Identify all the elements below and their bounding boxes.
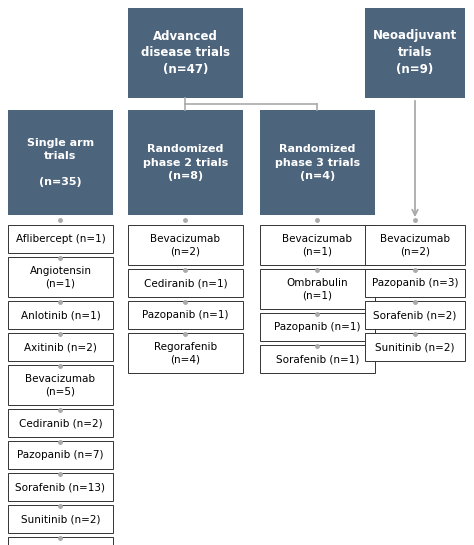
FancyBboxPatch shape — [8, 365, 113, 405]
FancyBboxPatch shape — [8, 537, 113, 545]
Text: Sorafenib (n=2): Sorafenib (n=2) — [374, 310, 456, 320]
FancyBboxPatch shape — [8, 441, 113, 469]
FancyBboxPatch shape — [128, 110, 243, 215]
FancyBboxPatch shape — [260, 313, 375, 341]
FancyBboxPatch shape — [365, 333, 465, 361]
FancyBboxPatch shape — [365, 269, 465, 297]
FancyBboxPatch shape — [260, 110, 375, 215]
Text: Bevacizumab
(n=5): Bevacizumab (n=5) — [26, 374, 95, 396]
Text: Sunitinib (n=2): Sunitinib (n=2) — [375, 342, 455, 352]
FancyBboxPatch shape — [128, 301, 243, 329]
FancyBboxPatch shape — [128, 225, 243, 265]
Text: Neoadjuvant
trials
(n=9): Neoadjuvant trials (n=9) — [373, 29, 457, 76]
Text: Sorafenib (n=1): Sorafenib (n=1) — [276, 354, 359, 364]
Text: Randomized
phase 3 trials
(n=4): Randomized phase 3 trials (n=4) — [275, 144, 360, 181]
Text: Ombrabulin
(n=1): Ombrabulin (n=1) — [287, 278, 348, 300]
FancyBboxPatch shape — [365, 301, 465, 329]
FancyBboxPatch shape — [8, 505, 113, 533]
Text: Bevacizumab
(n=2): Bevacizumab (n=2) — [151, 234, 220, 256]
Text: Sunitinib (n=2): Sunitinib (n=2) — [21, 514, 100, 524]
Text: Bevacizumab
(n=1): Bevacizumab (n=1) — [283, 234, 353, 256]
FancyBboxPatch shape — [8, 110, 113, 215]
Text: Single arm
trials

(n=35): Single arm trials (n=35) — [27, 138, 94, 187]
FancyBboxPatch shape — [8, 409, 113, 437]
FancyBboxPatch shape — [365, 225, 465, 265]
Text: Axitinib (n=2): Axitinib (n=2) — [24, 342, 97, 352]
FancyBboxPatch shape — [260, 269, 375, 309]
FancyBboxPatch shape — [128, 8, 243, 98]
Text: Regorafenib
(n=4): Regorafenib (n=4) — [154, 342, 217, 364]
FancyBboxPatch shape — [8, 333, 113, 361]
Text: Angiotensin
(n=1): Angiotensin (n=1) — [29, 266, 91, 288]
Text: Bevacizumab
(n=2): Bevacizumab (n=2) — [380, 234, 450, 256]
Text: Cediranib (n=1): Cediranib (n=1) — [144, 278, 228, 288]
FancyBboxPatch shape — [365, 8, 465, 98]
FancyBboxPatch shape — [260, 345, 375, 373]
FancyBboxPatch shape — [260, 225, 375, 265]
FancyBboxPatch shape — [8, 225, 113, 253]
FancyBboxPatch shape — [128, 269, 243, 297]
FancyBboxPatch shape — [8, 257, 113, 297]
Text: Pazopanib (n=7): Pazopanib (n=7) — [17, 450, 104, 460]
Text: Pazopanib (n=1): Pazopanib (n=1) — [142, 310, 229, 320]
Text: Sorafenib (n=13): Sorafenib (n=13) — [16, 482, 106, 492]
Text: Randomized
phase 2 trials
(n=8): Randomized phase 2 trials (n=8) — [143, 144, 228, 181]
Text: Aflibercept (n=1): Aflibercept (n=1) — [16, 234, 105, 244]
FancyBboxPatch shape — [128, 333, 243, 373]
Text: Pazopanib (n=3): Pazopanib (n=3) — [372, 278, 458, 288]
Text: Anlotinib (n=1): Anlotinib (n=1) — [21, 310, 100, 320]
Text: Advanced
disease trials
(n=47): Advanced disease trials (n=47) — [141, 29, 230, 76]
FancyBboxPatch shape — [8, 473, 113, 501]
Text: Cediranib (n=2): Cediranib (n=2) — [18, 418, 102, 428]
FancyBboxPatch shape — [8, 301, 113, 329]
Text: Pazopanib (n=1): Pazopanib (n=1) — [274, 322, 361, 332]
